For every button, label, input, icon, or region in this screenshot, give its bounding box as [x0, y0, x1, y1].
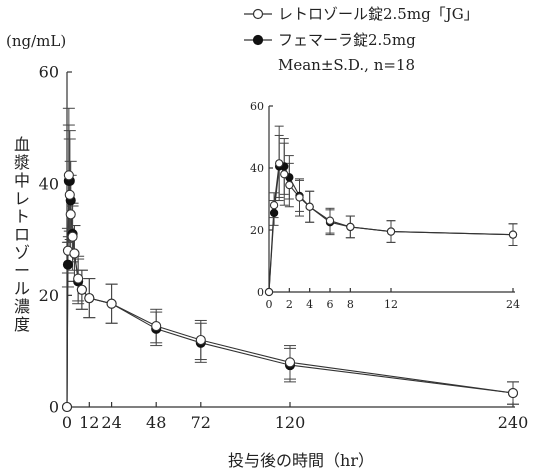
- x-tick-label: 24: [101, 413, 121, 432]
- data-point-jg: [106, 298, 117, 309]
- legend-marker-jg: [252, 8, 264, 20]
- x-tick-label: 72: [191, 413, 211, 432]
- y-tick-label: 20: [250, 224, 264, 237]
- y-axis-label-char: ト: [14, 207, 30, 226]
- data-point-jg: [275, 159, 284, 168]
- main-plot: [61, 107, 519, 413]
- y-axis-label-char: ロ: [14, 225, 30, 244]
- x-tick-label: 48: [146, 413, 166, 432]
- main-axes: [66, 72, 515, 408]
- legend-label-jg: レトロゾール錠2.5mg「JG」: [278, 5, 479, 23]
- y-axis-label-char: 中: [14, 171, 30, 190]
- x-tick-label: 6: [327, 298, 334, 311]
- y-axis-label-char: 漿: [14, 153, 30, 172]
- data-point-jg: [285, 180, 294, 190]
- data-point-jg: [325, 216, 335, 225]
- inset-axes: [268, 106, 515, 293]
- x-tick-label: 8: [347, 298, 354, 311]
- y-axis-label-char: レ: [14, 189, 30, 208]
- x-tick-label: 24: [506, 298, 520, 311]
- data-point-jg: [67, 231, 78, 242]
- data-point-jg: [295, 193, 304, 202]
- legend-marker-femara: [252, 34, 264, 46]
- y-tick-label: 60: [39, 63, 59, 82]
- x-axis-label: 投与後の時間（hr）: [228, 451, 374, 470]
- inset-plot: [264, 125, 518, 297]
- data-point-jg: [73, 273, 84, 284]
- y-axis-label-char: 血: [14, 135, 30, 154]
- legend-note: Mean±S.D., n=18: [278, 56, 415, 74]
- y-axis-label-char: ゾ: [14, 243, 30, 262]
- y-tick-label: 0: [257, 286, 264, 299]
- legend-label-femara: フェマーラ錠2.5mg: [278, 31, 416, 49]
- data-point-jg: [508, 230, 518, 239]
- data-point-jg: [280, 170, 289, 179]
- x-tick-label: 12: [384, 298, 398, 311]
- data-point-femara: [269, 208, 279, 218]
- data-point-jg: [65, 209, 76, 220]
- data-point-jg: [195, 334, 206, 346]
- y-tick-label: 20: [39, 286, 59, 305]
- x-tick-label: 240: [498, 413, 529, 432]
- y-axis-label-char: ル: [14, 279, 30, 298]
- y-axis-label-char: 度: [14, 315, 30, 334]
- x-tick-label: 4: [306, 298, 313, 311]
- data-point-jg: [264, 287, 274, 297]
- y-axis-label-char: ー: [14, 261, 30, 280]
- y-axis-label-char: 濃: [14, 297, 30, 316]
- data-point-jg: [69, 248, 80, 259]
- data-point-jg: [76, 284, 87, 295]
- y-tick-label: 40: [39, 174, 59, 193]
- x-tick-label: 0: [62, 413, 72, 432]
- y-tick-label: 0: [49, 398, 59, 417]
- data-point-jg: [507, 387, 519, 399]
- data-point-jg: [269, 201, 279, 210]
- data-point-jg: [346, 222, 355, 232]
- x-tick-label: 0: [266, 298, 273, 311]
- data-point-jg: [84, 293, 95, 304]
- data-point-jg: [64, 189, 75, 200]
- y-tick-label: 60: [250, 100, 264, 113]
- data-point-femara: [62, 259, 73, 270]
- data-point-jg: [61, 401, 73, 413]
- x-tick-label: 12: [79, 413, 99, 432]
- data-point-jg: [63, 170, 74, 181]
- y-tick-label: 40: [250, 162, 264, 175]
- x-tick-label: 120: [275, 413, 306, 432]
- data-point-jg: [151, 320, 162, 332]
- data-point-jg: [305, 202, 314, 211]
- x-tick-label: 2: [286, 298, 293, 311]
- y-unit-label: (ng/mL): [6, 32, 66, 50]
- data-point-jg: [284, 357, 296, 368]
- legend: レトロゾール錠2.5mg「JG」 フェマーラ錠2.5mg Mean±S.D., …: [244, 5, 479, 74]
- data-point-jg: [386, 227, 396, 236]
